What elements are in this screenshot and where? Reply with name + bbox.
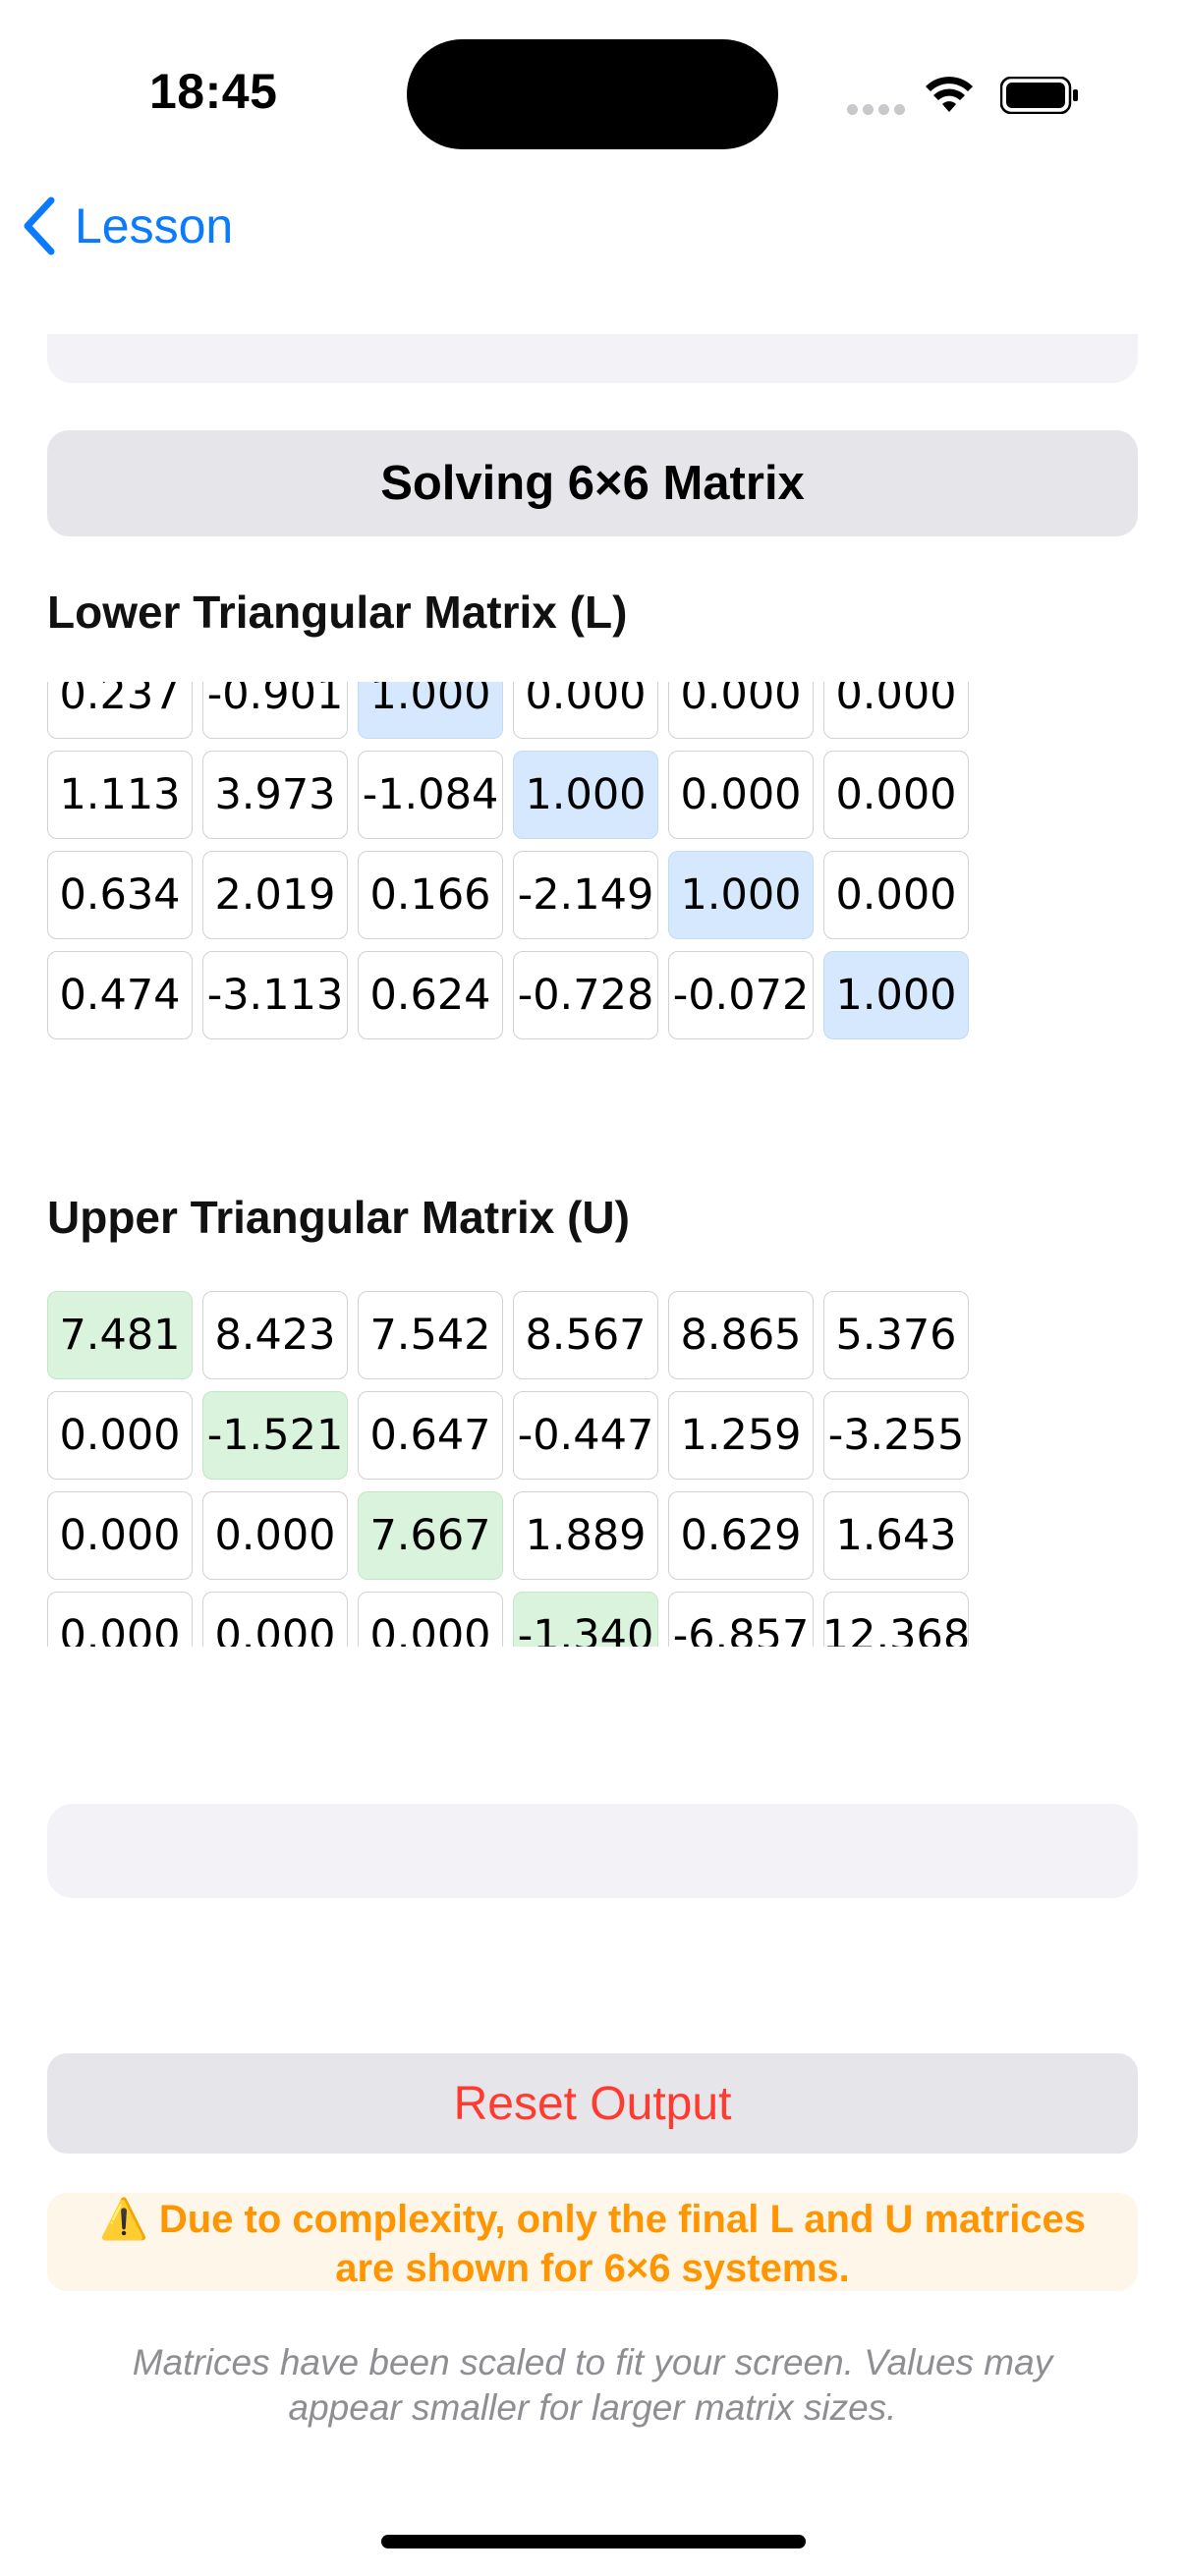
upper-matrix-cell: 5.376 xyxy=(823,1291,969,1379)
upper-matrix-cell: 0.647 xyxy=(358,1391,503,1480)
lower-matrix-cell: -2.149 xyxy=(513,851,658,939)
back-label: Lesson xyxy=(75,198,234,253)
scaling-note: Matrices have been scaled to fit your sc… xyxy=(47,2340,1138,2431)
lower-matrix-cell: 1.000 xyxy=(358,682,503,739)
upper-matrix-cell: -1.340 xyxy=(513,1592,658,1647)
upper-matrix-cell: -3.255 xyxy=(823,1391,969,1480)
lower-matrix-cell: -0.072 xyxy=(668,951,814,1039)
complexity-warning: ⚠️ Due to complexity, only the final L a… xyxy=(47,2193,1138,2291)
upper-matrix-cell: -1.521 xyxy=(202,1391,348,1480)
upper-matrix-row: 7.481 8.423 7.542 8.567 8.865 5.376 xyxy=(47,1291,990,1391)
lower-matrix-cell: -3.113 xyxy=(202,951,348,1039)
lower-matrix-cell: 0.624 xyxy=(358,951,503,1039)
lower-matrix-cell: 0.474 xyxy=(47,951,193,1039)
lower-matrix-row: 0.634 2.019 0.166 -2.149 1.000 0.000 xyxy=(47,851,990,951)
lower-matrix-cell: -1.084 xyxy=(358,751,503,839)
dynamic-island xyxy=(407,39,778,149)
lower-matrix-cell: 2.019 xyxy=(202,851,348,939)
upper-matrix-cell: 0.000 xyxy=(202,1491,348,1580)
note-line-1: Matrices have been scaled to fit your sc… xyxy=(132,2342,1053,2382)
lower-matrix[interactable]: 0.237 -0.901 1.000 0.000 0.000 0.000 1.113 3.97… xyxy=(47,682,990,1055)
status-time: 18:45 xyxy=(149,64,278,119)
lower-matrix-cell: -0.901 xyxy=(202,682,348,739)
upper-matrix-cell: -0.447 xyxy=(513,1391,658,1480)
previous-card xyxy=(47,334,1138,383)
lower-matrix-cell: 0.634 xyxy=(47,851,193,939)
lower-matrix-cell: 0.166 xyxy=(358,851,503,939)
solving-matrix-button[interactable]: Solving 6×6 Matrix xyxy=(47,430,1138,536)
output-box xyxy=(47,1804,1138,1898)
lower-matrix-cell: 0.000 xyxy=(823,851,969,939)
lower-matrix-cell: 0.000 xyxy=(668,682,814,739)
lower-matrix-cell: -0.728 xyxy=(513,951,658,1039)
chevron-left-icon xyxy=(24,196,55,255)
warning-icon: ⚠️ xyxy=(98,2198,148,2241)
lower-matrix-cell: 1.000 xyxy=(513,751,658,839)
lower-matrix-row: 1.113 3.973 -1.084 1.000 0.000 0.000 xyxy=(47,751,990,851)
upper-matrix-row: 0.000 -1.521 0.647 -0.447 1.259 -3.255 xyxy=(47,1391,990,1491)
cellular-signal-icon xyxy=(847,102,910,120)
upper-matrix-row: 0.000 0.000 7.667 1.889 0.629 1.643 xyxy=(47,1491,990,1592)
reset-output-button[interactable]: Reset Output xyxy=(47,2053,1138,2154)
upper-matrix-cell: 0.000 xyxy=(358,1592,503,1647)
lower-matrix-cell: 0.000 xyxy=(823,682,969,739)
note-line-2: appear smaller for larger matrix sizes. xyxy=(288,2387,897,2428)
wifi-icon xyxy=(926,77,973,112)
upper-matrix-cell: 8.423 xyxy=(202,1291,348,1379)
back-button[interactable]: Lesson xyxy=(22,196,233,255)
lower-matrix-title: Lower Triangular Matrix (L) xyxy=(47,587,628,638)
upper-matrix-cell: 12.368 xyxy=(822,1592,970,1647)
upper-matrix-cell: 1.643 xyxy=(823,1491,969,1580)
lower-matrix-cell: 0.000 xyxy=(668,751,814,839)
warning-line-1: Due to complexity, only the final L and … xyxy=(158,2198,1087,2241)
lower-matrix-cell: 0.000 xyxy=(823,751,969,839)
upper-matrix-cell: 0.000 xyxy=(47,1491,193,1580)
lower-matrix-cell: 0.000 xyxy=(513,682,658,739)
lower-matrix-row: 0.474 -3.113 0.624 -0.728 -0.072 1.000 xyxy=(47,951,990,1051)
upper-matrix-cell: 0.629 xyxy=(668,1491,814,1580)
lower-matrix-row: 0.237 -0.901 1.000 0.000 0.000 0.000 xyxy=(47,682,990,751)
lower-matrix-cell: 0.237 xyxy=(47,682,193,739)
lower-matrix-cell: 1.000 xyxy=(668,851,814,939)
warning-line-2: are shown for 6×6 systems. xyxy=(335,2247,850,2290)
upper-matrix-cell: 8.567 xyxy=(513,1291,658,1379)
upper-matrix-cell: -6.857 xyxy=(668,1592,814,1647)
upper-matrix-row: 0.000 0.000 0.000 -1.340 -6.857 12.368 xyxy=(47,1592,990,1647)
upper-matrix[interactable]: 7.481 8.423 7.542 8.567 8.865 5.376 0.000 -1.52… xyxy=(47,1291,990,1647)
upper-matrix-cell: 7.481 xyxy=(47,1291,193,1379)
lower-matrix-cell: 3.973 xyxy=(202,751,348,839)
battery-icon xyxy=(1000,77,1078,114)
upper-matrix-cell: 1.889 xyxy=(513,1491,658,1580)
home-indicator xyxy=(381,2535,806,2548)
upper-matrix-cell: 0.000 xyxy=(47,1592,193,1647)
upper-matrix-cell: 0.000 xyxy=(202,1592,348,1647)
upper-matrix-cell: 0.000 xyxy=(47,1391,193,1480)
upper-matrix-cell: 7.542 xyxy=(358,1291,503,1379)
upper-matrix-title: Upper Triangular Matrix (U) xyxy=(47,1192,630,1243)
upper-matrix-cell: 8.865 xyxy=(668,1291,814,1379)
lower-matrix-cell: 1.113 xyxy=(47,751,193,839)
lower-matrix-cell: 1.000 xyxy=(823,951,969,1039)
upper-matrix-cell: 1.259 xyxy=(668,1391,814,1480)
upper-matrix-cell: 7.667 xyxy=(358,1491,503,1580)
